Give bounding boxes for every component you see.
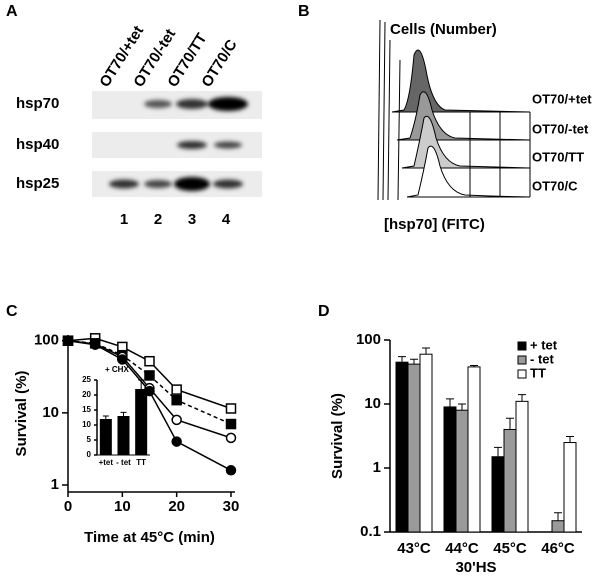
x-tick-label: - tet — [116, 458, 131, 467]
marker — [117, 354, 128, 365]
error-bar — [554, 512, 562, 521]
y-tick-label: 10 — [364, 395, 381, 412]
marker — [171, 414, 182, 426]
legend-label: TT — [530, 365, 546, 380]
sample-label: OT70/C — [532, 178, 578, 193]
legend-swatch — [517, 355, 527, 365]
flow-histograms — [377, 19, 531, 201]
marker — [89, 339, 101, 350]
y-tick-label: 20 — [82, 390, 91, 399]
y-axis-label: Survival (%) — [329, 393, 346, 479]
error-bar — [506, 417, 514, 430]
x-tick-label: 20 — [168, 498, 185, 515]
bar — [467, 366, 481, 533]
inset-title: + CHX — [105, 365, 129, 374]
y-tick-label: 15 — [82, 405, 91, 414]
marker — [225, 403, 237, 414]
bar — [99, 419, 112, 455]
legend-swatch — [517, 369, 527, 379]
panel-label: D — [318, 303, 330, 320]
marker — [225, 465, 237, 476]
marker — [144, 370, 155, 381]
x-tick-label: +tet — [99, 458, 114, 467]
y-tick-label: 0 — [87, 450, 92, 459]
sample-label: OT70/+tet — [532, 91, 592, 106]
bar — [455, 409, 469, 533]
error-bar — [458, 403, 466, 411]
bar — [419, 353, 433, 533]
protein-label: hsp25 — [16, 175, 59, 192]
bands — [109, 97, 248, 191]
y-tick-label: 0.1 — [360, 523, 381, 540]
marker — [171, 394, 182, 406]
x-axis-label: Time at 45°C (min) — [84, 529, 215, 546]
lane-number: 4 — [222, 211, 231, 228]
bar — [503, 428, 517, 533]
bar — [551, 520, 565, 533]
error-bar — [138, 379, 145, 389]
x-axis-label: 30'HS — [455, 559, 496, 576]
error-bar — [422, 347, 430, 355]
error-bar — [446, 398, 454, 407]
bar — [491, 456, 505, 533]
y-tick-label: 1 — [373, 459, 381, 476]
x-tick-label: 43°C — [397, 540, 431, 557]
protein-label: hsp70 — [16, 95, 59, 112]
error-bar — [494, 446, 502, 457]
x-tick-label: 45°C — [493, 540, 527, 557]
x-tick-label: 46°C — [541, 540, 575, 557]
y-tick-label: 25 — [82, 375, 91, 384]
x-tick-label: 44°C — [445, 540, 479, 557]
lane-number: 1 — [120, 211, 128, 228]
flow-x-label: [hsp70] (FITC) — [384, 216, 485, 233]
bar — [117, 416, 130, 455]
legend-label: + tet — [530, 337, 558, 352]
marker — [62, 335, 74, 346]
bar — [515, 400, 529, 533]
protein-label: hsp40 — [16, 136, 59, 153]
y-tick-label: 100 — [34, 332, 59, 349]
sample-label: OT70/-tet — [532, 121, 589, 136]
y-tick-label: 100 — [356, 331, 381, 348]
y-tick-label: 10 — [42, 404, 59, 421]
error-bar — [410, 358, 418, 365]
legend-swatch — [517, 341, 527, 351]
bar — [443, 406, 457, 533]
y-tick-label: 5 — [87, 435, 92, 444]
error-bar — [398, 356, 406, 363]
bar — [563, 442, 577, 533]
marker — [171, 384, 182, 395]
y-tick-label: 1 — [51, 476, 59, 493]
x-tick-label: TT — [136, 458, 146, 467]
error-bar — [518, 394, 526, 402]
marker — [171, 436, 182, 447]
x-tick-label: 0 — [64, 498, 72, 515]
error-bar — [102, 415, 109, 419]
marker — [144, 355, 155, 367]
legend-label: - tet — [530, 351, 555, 366]
bar — [407, 363, 421, 533]
flow-y-label: Cells (Number) — [390, 21, 497, 38]
panel-label: B — [298, 3, 310, 20]
marker — [225, 418, 237, 430]
lane-number: 3 — [188, 211, 196, 228]
x-tick-label: 30 — [223, 498, 240, 515]
y-tick-label: 10 — [82, 420, 91, 429]
bar — [135, 389, 148, 455]
panel-label: A — [6, 3, 18, 20]
sample-label: OT70/TT — [532, 149, 584, 164]
panel-label: C — [6, 303, 18, 320]
marker — [225, 432, 237, 444]
bar — [395, 361, 409, 533]
y-axis-label: Survival (%) — [13, 371, 30, 457]
lane-number: 2 — [154, 211, 162, 228]
error-bar — [470, 364, 478, 367]
error-bar — [566, 436, 574, 443]
error-bar — [120, 411, 127, 416]
x-tick-label: 10 — [114, 498, 131, 515]
